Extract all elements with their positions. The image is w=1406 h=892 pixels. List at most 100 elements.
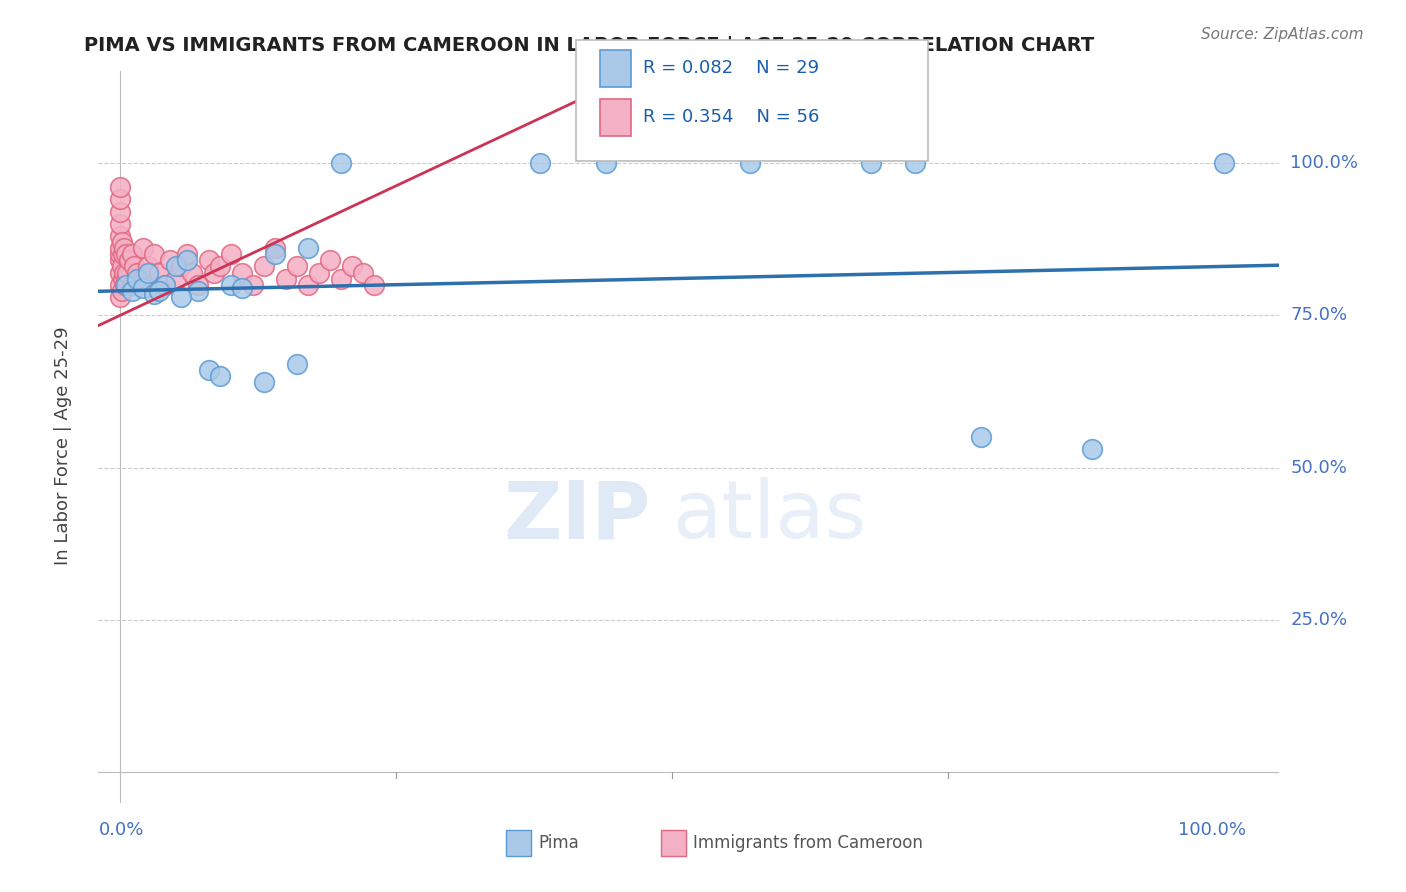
Point [110,217,132,231]
Point [136,260,159,274]
Point [352,266,374,280]
Text: Immigrants from Cameroon: Immigrants from Cameroon [693,834,922,852]
Text: atlas: atlas [672,477,866,556]
Point [274,271,297,285]
Point [219,277,242,292]
Point [738,156,761,170]
Point [860,156,883,170]
Point [142,286,165,301]
Point [115,247,138,261]
Point [264,247,287,261]
Point [219,247,242,261]
Point [330,271,353,285]
Point [110,277,132,292]
Point [170,290,193,304]
Point [110,253,132,268]
Point [181,266,204,280]
Point [115,277,138,292]
Point [264,241,287,255]
Point [198,253,221,268]
Point [319,253,342,268]
Point [115,266,138,280]
Point [231,266,253,280]
Point [110,204,132,219]
Point [285,357,308,371]
Point [187,284,209,298]
Point [529,156,551,170]
Point [110,241,132,255]
Point [110,284,132,298]
Point [308,266,330,280]
Point [153,277,176,292]
Text: 25.0%: 25.0% [1291,611,1347,629]
Text: R = 0.354    N = 56: R = 0.354 N = 56 [643,108,818,127]
Point [125,266,148,280]
Point [297,241,319,255]
Point [110,260,132,274]
Point [110,247,132,261]
Point [595,156,617,170]
Point [110,290,132,304]
Point [111,271,134,285]
Point [114,277,136,292]
Text: Source: ZipAtlas.com: Source: ZipAtlas.com [1201,27,1364,42]
Point [253,375,276,389]
Point [198,363,221,377]
Point [342,260,364,274]
Point [904,156,927,170]
Point [330,156,353,170]
Point [231,281,253,295]
Text: Pima: Pima [538,834,579,852]
Point [110,193,132,207]
Point [110,229,132,244]
Point [970,430,993,444]
Point [285,260,308,274]
Point [142,247,165,261]
Point [363,277,385,292]
Point [110,180,132,194]
Point [121,247,143,261]
Text: 0.0%: 0.0% [98,821,143,839]
Text: ZIP: ZIP [503,477,651,556]
Text: R = 0.082    N = 29: R = 0.082 N = 29 [643,59,818,78]
Point [202,266,225,280]
Text: 50.0%: 50.0% [1291,458,1347,476]
Point [112,266,135,280]
Point [153,277,176,292]
Point [170,260,193,274]
Point [208,369,231,384]
Point [118,253,141,268]
Point [176,253,198,268]
Point [115,271,138,285]
Point [121,284,143,298]
Point [131,271,153,285]
Point [148,266,170,280]
Point [136,266,159,280]
Text: 100.0%: 100.0% [1291,153,1358,172]
Point [242,277,264,292]
Point [148,284,170,298]
Point [112,241,135,255]
Point [208,260,231,274]
Text: In Labor Force | Age 25-29: In Labor Force | Age 25-29 [55,326,72,566]
Text: 75.0%: 75.0% [1291,306,1347,324]
Point [187,277,209,292]
Point [131,241,153,255]
Point [1081,442,1104,457]
Point [165,271,187,285]
Point [110,266,132,280]
Point [159,253,181,268]
Point [131,281,153,295]
Point [176,247,198,261]
Point [125,271,148,285]
Text: 100.0%: 100.0% [1178,821,1246,839]
Point [253,260,276,274]
Point [122,260,145,274]
Point [110,235,132,249]
Point [121,277,143,292]
Text: PIMA VS IMMIGRANTS FROM CAMEROON IN LABOR FORCE | AGE 25-29 CORRELATION CHART: PIMA VS IMMIGRANTS FROM CAMEROON IN LABO… [84,36,1095,55]
Point [297,277,319,292]
Point [1213,156,1236,170]
Point [111,247,134,261]
Point [165,260,187,274]
